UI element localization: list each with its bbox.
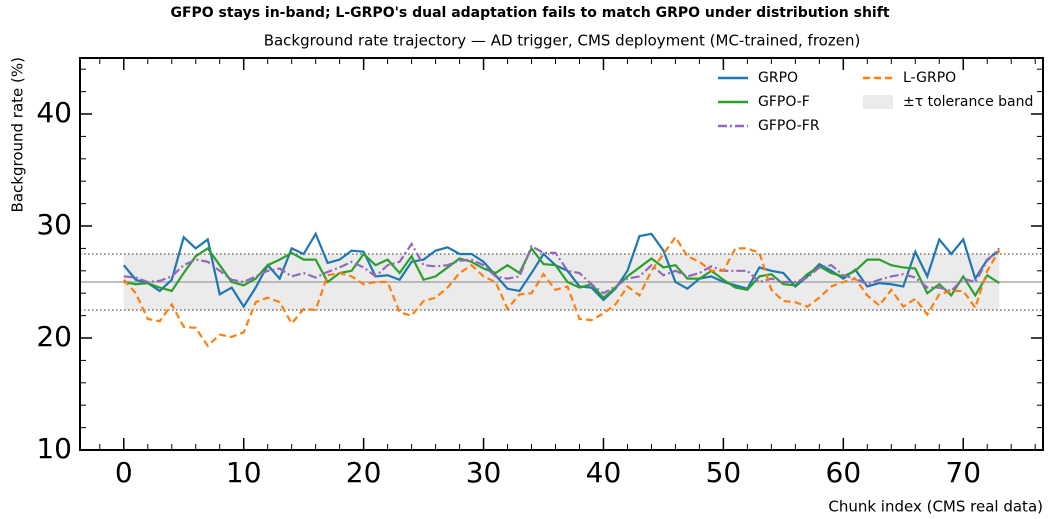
y-tick-label: 40 xyxy=(36,96,72,129)
legend-label: GFPO-FR xyxy=(758,118,820,134)
y-axis-label: Background rate (%) xyxy=(9,57,27,212)
legend-swatch xyxy=(863,95,893,109)
series-line xyxy=(123,246,1000,300)
legend-label: GFPO-F xyxy=(758,94,810,110)
legend-label: GRPO xyxy=(758,70,798,86)
x-axis-label: Chunk index (CMS real data) xyxy=(828,498,1043,516)
y-tick-label: 20 xyxy=(36,320,72,353)
x-tick-label: 10 xyxy=(226,456,262,489)
x-tick-label: 40 xyxy=(586,456,622,489)
series-line xyxy=(122,235,1001,348)
x-tick-label: 0 xyxy=(115,456,133,489)
x-tick-label: 50 xyxy=(706,456,742,489)
legend-label: ±τ tolerance band xyxy=(903,94,1033,110)
chart-subtitle: Background rate trajectory — AD trigger,… xyxy=(264,32,861,50)
x-tick-label: 70 xyxy=(945,456,981,489)
x-tick-label: 20 xyxy=(346,456,382,489)
x-tick-label: 30 xyxy=(466,456,502,489)
y-tick-label: 30 xyxy=(36,208,72,241)
chart-title: GFPO stays in-band; L-GRPO's dual adapta… xyxy=(170,5,889,21)
x-tick-label: 60 xyxy=(826,456,862,489)
plot-frame xyxy=(79,57,1044,451)
y-tick-label: 10 xyxy=(36,432,72,465)
legend-label: L-GRPO xyxy=(903,70,956,86)
